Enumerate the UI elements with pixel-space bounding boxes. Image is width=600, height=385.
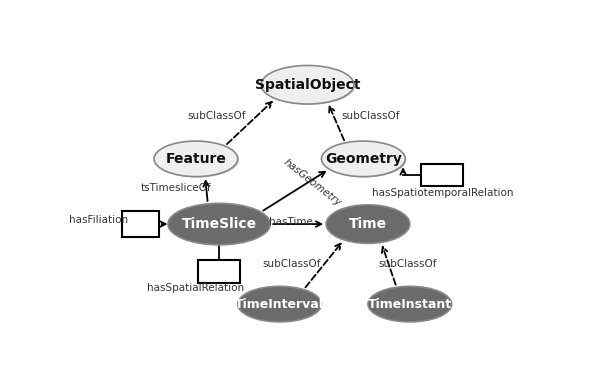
Text: hasTime: hasTime <box>269 217 313 227</box>
FancyArrowPatch shape <box>227 102 272 144</box>
Ellipse shape <box>168 203 271 245</box>
Text: subClassOf: subClassOf <box>341 111 400 121</box>
Ellipse shape <box>322 141 405 177</box>
Text: TimeSlice: TimeSlice <box>182 217 257 231</box>
Text: hasSpatiotemporalRelation: hasSpatiotemporalRelation <box>371 188 513 198</box>
Text: tsTimesliceOf: tsTimesliceOf <box>141 184 212 194</box>
FancyArrowPatch shape <box>203 181 209 201</box>
Ellipse shape <box>154 141 238 177</box>
Text: Feature: Feature <box>166 152 226 166</box>
Ellipse shape <box>326 205 410 243</box>
Ellipse shape <box>323 142 407 177</box>
Ellipse shape <box>368 286 452 322</box>
Bar <box>198 260 240 283</box>
Bar <box>421 164 463 186</box>
Ellipse shape <box>155 142 239 177</box>
Text: hasGeometry: hasGeometry <box>281 157 343 208</box>
Text: SpatialObject: SpatialObject <box>255 78 360 92</box>
Ellipse shape <box>262 66 355 105</box>
Text: TimeInterval: TimeInterval <box>235 298 324 311</box>
FancyArrowPatch shape <box>382 247 395 285</box>
Text: hasFiliation: hasFiliation <box>68 214 128 224</box>
Text: subClassOf: subClassOf <box>188 111 246 121</box>
FancyArrowPatch shape <box>263 172 325 211</box>
Ellipse shape <box>261 65 354 104</box>
Text: subClassOf: subClassOf <box>378 259 437 269</box>
Text: hasSpatialRelation: hasSpatialRelation <box>148 283 244 293</box>
Text: subClassOf: subClassOf <box>262 259 320 269</box>
Bar <box>121 211 158 238</box>
Text: Geometry: Geometry <box>325 152 402 166</box>
Ellipse shape <box>238 286 322 322</box>
FancyArrowPatch shape <box>329 107 344 140</box>
Text: Time: Time <box>349 217 387 231</box>
FancyArrowPatch shape <box>305 244 341 288</box>
Text: TimeInstant: TimeInstant <box>368 298 452 311</box>
FancyArrowPatch shape <box>273 221 322 227</box>
